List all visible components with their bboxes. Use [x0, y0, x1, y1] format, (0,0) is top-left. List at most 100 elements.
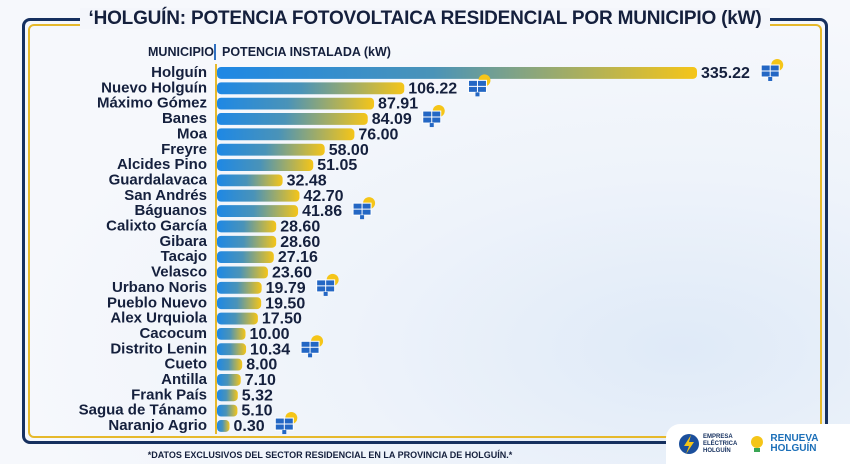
bar — [217, 67, 697, 79]
bar-row: Freyre 58.00 — [161, 141, 369, 159]
bar-row: Máximo Gómez 87.91 — [97, 95, 418, 113]
logos: EMPRESA ELÉCTRICA HOLGUÍN RENUEVA HOLGUÍN — [666, 424, 850, 464]
value-label: 8.00 — [246, 357, 277, 374]
category-label: Alex Urquiola — [110, 310, 207, 327]
solar-panel-icon — [316, 273, 339, 296]
bar-row: Calixto García 28.60 — [106, 218, 320, 236]
municipio-header: MUNICIPIO — [148, 45, 214, 59]
bar — [217, 420, 230, 432]
category-label: Gibara — [159, 233, 207, 250]
bar — [217, 374, 241, 386]
bar — [217, 97, 375, 110]
value-label: 335.22 — [701, 65, 750, 82]
bar — [217, 113, 368, 125]
bar-row: Cacocum 10.00 — [139, 325, 289, 343]
bar — [217, 235, 277, 248]
bar — [217, 297, 262, 310]
value-label: 7.10 — [245, 372, 276, 389]
potencia-header: POTENCIA INSTALADA (kW) — [222, 45, 391, 59]
bar-row: Sagua de Tánamo 5.10 — [79, 402, 273, 420]
bar — [217, 189, 300, 202]
value-label: 42.70 — [303, 188, 343, 205]
bar-row: Frank País 5.32 — [131, 386, 273, 404]
bar-row: Antilla 7.10 — [161, 371, 276, 389]
value-label: 87.91 — [378, 96, 418, 113]
bar — [217, 128, 355, 141]
bar — [217, 174, 283, 187]
bar-row: Naranjo Agrio 0.30 — [108, 412, 298, 435]
bar-row: Banes 84.09 — [162, 105, 445, 128]
lightning-icon — [679, 434, 699, 454]
value-label: 58.00 — [329, 142, 369, 159]
bar — [217, 343, 247, 356]
category-label: Antilla — [161, 371, 207, 388]
value-label: 32.48 — [287, 172, 327, 189]
bar-row: Holguín 335.22 — [151, 59, 784, 82]
category-label: Naranjo Agrio — [108, 417, 207, 434]
value-label: 10.00 — [250, 326, 290, 343]
value-label: 106.22 — [408, 80, 457, 97]
solar-panel-icon — [300, 335, 324, 358]
bar-row: Pueblo Nuevo 19.50 — [107, 294, 305, 312]
value-label: 19.50 — [265, 295, 305, 312]
bar-row: Velasco 23.60 — [151, 264, 312, 282]
value-label: 28.60 — [280, 219, 320, 236]
bar — [217, 266, 268, 279]
value-label: 41.86 — [302, 203, 342, 220]
value-label: 51.05 — [317, 157, 357, 174]
value-label: 5.10 — [241, 403, 272, 420]
bar — [217, 159, 314, 171]
category-label: Tacajo — [161, 248, 207, 265]
value-label: 5.32 — [242, 387, 273, 404]
category-label: Distrito Lenin — [110, 340, 207, 357]
value-label: 27.16 — [278, 249, 318, 266]
bar — [217, 281, 262, 294]
category-label: Máximo Gómez — [97, 95, 207, 112]
category-label: Guardalavaca — [109, 171, 208, 188]
header-separator — [214, 44, 216, 60]
category-label: Alcides Pino — [117, 156, 207, 173]
bar-row: San Andrés 42.70 — [124, 187, 343, 205]
solar-panel-icon — [467, 74, 491, 97]
value-label: 10.34 — [250, 341, 290, 358]
value-label: 84.09 — [372, 111, 412, 128]
bar-row: Nuevo Holguín 106.22 — [101, 74, 491, 97]
category-label: Freyre — [161, 141, 207, 158]
category-label: Sagua de Tánamo — [79, 402, 207, 419]
category-label: Pueblo Nuevo — [107, 294, 207, 311]
bar — [217, 205, 299, 217]
solar-panel-icon — [422, 105, 445, 128]
bar-row: Moa 76.00 — [177, 125, 399, 143]
bar — [217, 327, 246, 340]
bar-row: Alcides Pino 51.05 — [117, 156, 357, 174]
chart-title: ‘HOLGUÍN: POTENCIA FOTOVOLTAICA RESIDENC… — [0, 8, 850, 30]
value-label: 19.79 — [266, 280, 306, 297]
bar-row: Distrito Lenin 10.34 — [110, 335, 324, 358]
category-label: Holguín — [151, 64, 207, 81]
bar-row: Guardalavaca 32.48 — [109, 171, 327, 189]
category-label: Banes — [162, 110, 207, 127]
value-label: 0.30 — [233, 418, 264, 435]
category-label: Calixto García — [106, 218, 208, 235]
value-label: 76.00 — [358, 126, 398, 143]
category-label: Urbano Noris — [112, 279, 207, 296]
chart-title-text: ‘HOLGUÍN: POTENCIA FOTOVOLTAICA RESIDENC… — [80, 8, 770, 29]
category-label: Báguanos — [134, 202, 207, 219]
bar-row: Urbano Noris 19.79 — [112, 273, 339, 297]
bar-row: Gibara 28.60 — [159, 233, 320, 251]
category-label: Cueto — [165, 356, 208, 373]
bar-row: Báguanos 41.86 — [134, 197, 376, 220]
empresa-electrica-logo: EMPRESA ELÉCTRICA HOLGUÍN — [678, 433, 737, 455]
bar-row: Alex Urquiola 17.50 — [110, 310, 302, 328]
solar-panel-icon — [274, 412, 298, 435]
bar-row: Cueto 8.00 — [165, 356, 278, 374]
bar — [217, 389, 238, 402]
bar-row: Tacajo 27.16 — [161, 248, 318, 266]
renueva-holguin-logo: RENUEVA HOLGUÍN — [747, 433, 819, 455]
bar — [217, 220, 277, 233]
bar — [217, 312, 258, 325]
category-label: Velasco — [151, 264, 207, 281]
bar — [217, 404, 238, 417]
bar — [217, 82, 405, 95]
